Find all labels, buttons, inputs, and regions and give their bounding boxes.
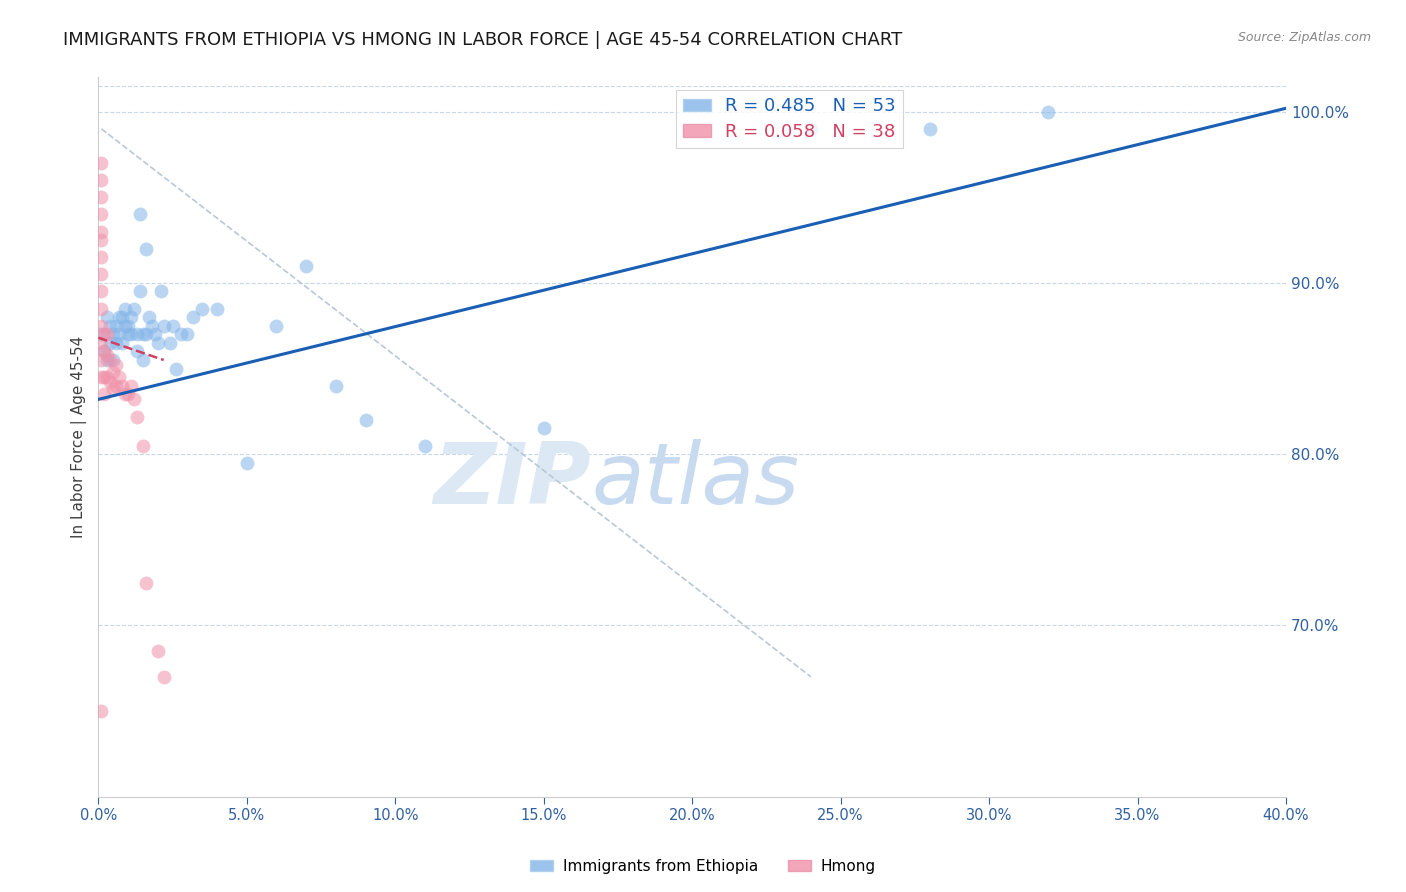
Point xyxy=(129,207,152,221)
Point xyxy=(103,353,125,368)
Point xyxy=(90,327,112,342)
Point xyxy=(159,335,181,350)
Point xyxy=(93,344,115,359)
Point xyxy=(170,327,193,342)
Point xyxy=(98,335,121,350)
Point xyxy=(90,704,112,718)
Point xyxy=(918,121,941,136)
Point xyxy=(149,285,172,299)
Point xyxy=(90,250,112,264)
Point xyxy=(90,353,112,368)
Point xyxy=(103,365,125,379)
Point xyxy=(125,409,148,424)
Point xyxy=(325,378,347,392)
Point xyxy=(236,456,259,470)
Point xyxy=(266,318,288,333)
Point xyxy=(132,353,155,368)
Point xyxy=(96,353,118,368)
Point xyxy=(117,327,139,342)
Point xyxy=(152,670,174,684)
Point xyxy=(93,387,115,401)
Point xyxy=(90,233,112,247)
Point xyxy=(114,318,136,333)
Point xyxy=(90,190,112,204)
Point xyxy=(96,327,118,342)
Text: Source: ZipAtlas.com: Source: ZipAtlas.com xyxy=(1237,31,1371,45)
Point xyxy=(114,301,136,316)
Point xyxy=(105,358,128,372)
Point xyxy=(108,370,131,384)
Point xyxy=(98,376,121,390)
Point xyxy=(117,387,139,401)
Point xyxy=(141,318,163,333)
Point xyxy=(120,310,142,325)
Point xyxy=(125,344,148,359)
Point xyxy=(176,327,198,342)
Point xyxy=(105,378,128,392)
Point xyxy=(105,335,128,350)
Point xyxy=(108,310,131,325)
Point xyxy=(146,644,169,658)
Point xyxy=(90,156,112,170)
Point xyxy=(120,378,142,392)
Point xyxy=(90,225,112,239)
Legend: Immigrants from Ethiopia, Hmong: Immigrants from Ethiopia, Hmong xyxy=(524,853,882,880)
Point xyxy=(1038,104,1060,119)
Point xyxy=(152,318,174,333)
Point xyxy=(90,335,112,350)
Point xyxy=(122,392,145,407)
Point xyxy=(90,285,112,299)
Point xyxy=(132,439,155,453)
Point xyxy=(162,318,184,333)
Point xyxy=(96,310,118,325)
Point xyxy=(183,310,205,325)
Point xyxy=(111,378,134,392)
Point xyxy=(111,335,134,350)
Point xyxy=(135,575,157,590)
Point xyxy=(800,121,823,136)
Point xyxy=(143,327,166,342)
Point xyxy=(120,327,142,342)
Point xyxy=(105,318,128,333)
Point xyxy=(111,310,134,325)
Point xyxy=(98,318,121,333)
Point xyxy=(165,361,187,376)
Y-axis label: In Labor Force | Age 45-54: In Labor Force | Age 45-54 xyxy=(72,336,87,538)
Point xyxy=(117,318,139,333)
Point xyxy=(205,301,228,316)
Point xyxy=(114,387,136,401)
Point xyxy=(132,327,155,342)
Point xyxy=(90,370,112,384)
Point xyxy=(533,421,555,435)
Text: ZIP: ZIP xyxy=(433,439,591,522)
Point xyxy=(125,327,148,342)
Point xyxy=(90,173,112,187)
Point xyxy=(135,242,157,256)
Point xyxy=(96,370,118,384)
Point xyxy=(98,353,121,368)
Point xyxy=(295,259,318,273)
Point xyxy=(90,301,112,316)
Point xyxy=(90,207,112,221)
Point xyxy=(96,348,118,362)
Point xyxy=(90,318,112,333)
Point xyxy=(103,327,125,342)
Point xyxy=(191,301,214,316)
Point xyxy=(129,285,152,299)
Point xyxy=(93,327,115,342)
Point xyxy=(93,370,115,384)
Text: atlas: atlas xyxy=(591,439,799,522)
Legend: R = 0.485   N = 53, R = 0.058   N = 38: R = 0.485 N = 53, R = 0.058 N = 38 xyxy=(676,90,903,148)
Point xyxy=(138,310,160,325)
Point xyxy=(354,413,377,427)
Point xyxy=(135,327,157,342)
Point xyxy=(146,335,169,350)
Point xyxy=(413,439,436,453)
Point xyxy=(108,327,131,342)
Text: IMMIGRANTS FROM ETHIOPIA VS HMONG IN LABOR FORCE | AGE 45-54 CORRELATION CHART: IMMIGRANTS FROM ETHIOPIA VS HMONG IN LAB… xyxy=(63,31,903,49)
Point xyxy=(93,344,115,359)
Point xyxy=(122,301,145,316)
Point xyxy=(103,382,125,396)
Point xyxy=(90,268,112,282)
